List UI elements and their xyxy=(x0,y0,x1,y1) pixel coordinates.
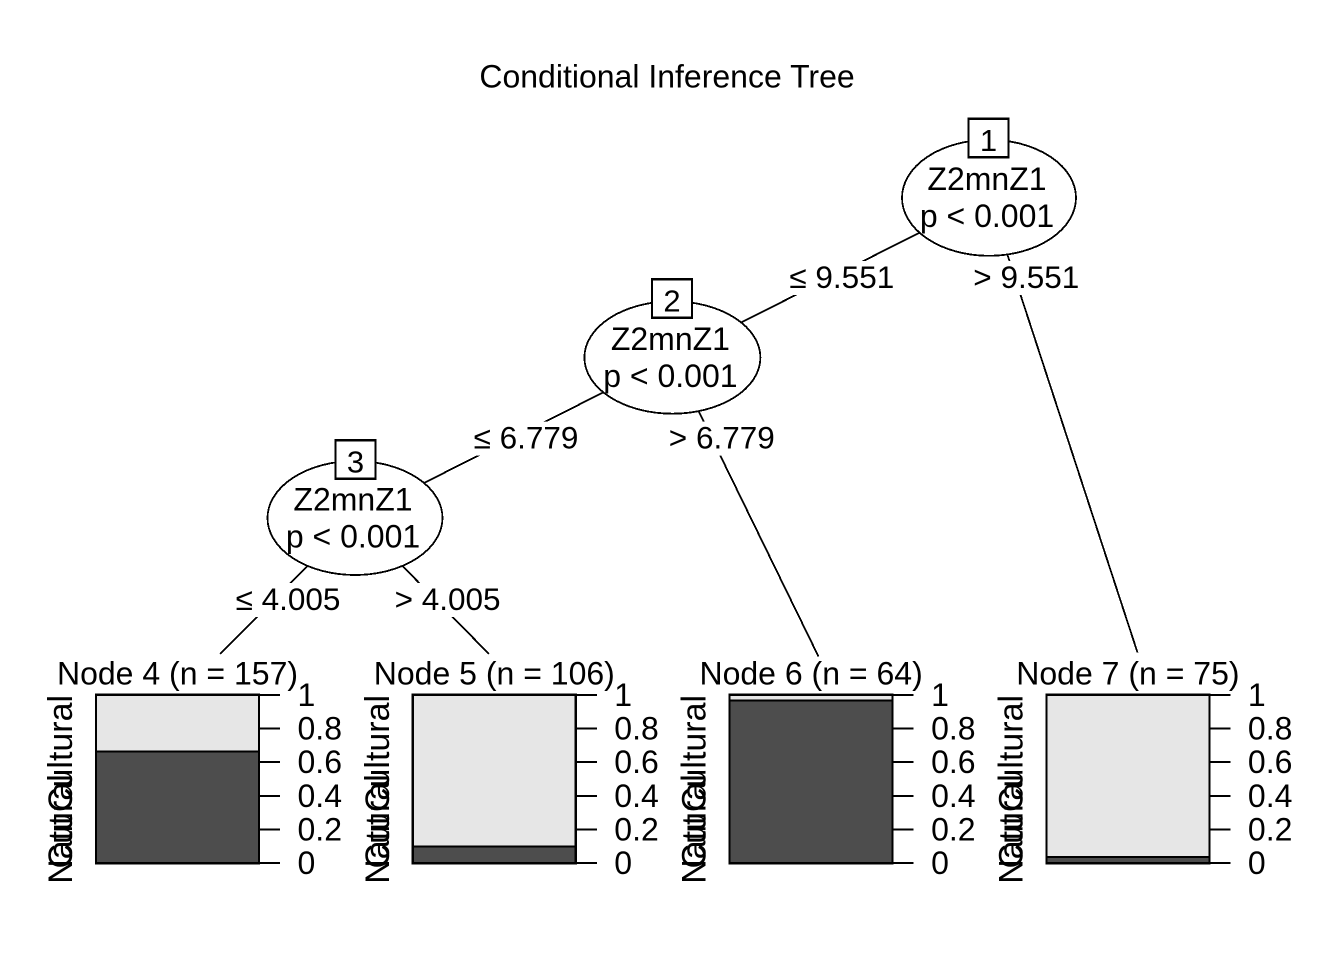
svg-text:Cut: Cut xyxy=(676,815,714,868)
svg-text:p < 0.001: p < 0.001 xyxy=(920,198,1054,234)
svg-text:0.4: 0.4 xyxy=(614,778,658,814)
svg-text:Cut: Cut xyxy=(992,815,1030,868)
svg-text:> 4.005: > 4.005 xyxy=(395,581,501,617)
svg-text:Conditional Inference Tree: Conditional Inference Tree xyxy=(479,59,854,95)
svg-text:> 9.551: > 9.551 xyxy=(973,259,1079,295)
svg-text:0: 0 xyxy=(931,845,949,881)
svg-text:0.4: 0.4 xyxy=(1248,778,1292,814)
svg-text:> 6.779: > 6.779 xyxy=(669,420,775,456)
svg-text:1: 1 xyxy=(298,677,316,713)
svg-text:Natural: Natural xyxy=(992,774,1030,884)
svg-text:0.8: 0.8 xyxy=(298,711,342,747)
svg-text:≤ 9.551: ≤ 9.551 xyxy=(789,259,894,295)
svg-text:p < 0.001: p < 0.001 xyxy=(603,358,737,394)
svg-text:0.4: 0.4 xyxy=(298,778,342,814)
svg-text:≤ 6.779: ≤ 6.779 xyxy=(474,420,579,456)
svg-text:0.2: 0.2 xyxy=(614,812,658,848)
svg-text:Cultural: Cultural xyxy=(992,695,1030,812)
svg-text:0.6: 0.6 xyxy=(1248,744,1292,780)
svg-text:1: 1 xyxy=(980,123,997,158)
svg-text:≤ 4.005: ≤ 4.005 xyxy=(236,581,341,617)
svg-text:3: 3 xyxy=(347,445,364,480)
svg-text:Cut: Cut xyxy=(42,815,80,868)
svg-text:Z2mnZ1: Z2mnZ1 xyxy=(927,161,1046,197)
svg-text:0.6: 0.6 xyxy=(614,744,658,780)
svg-text:Cultural: Cultural xyxy=(42,695,80,812)
svg-text:0.4: 0.4 xyxy=(931,778,975,814)
svg-text:Z2mnZ1: Z2mnZ1 xyxy=(611,321,730,357)
svg-text:0: 0 xyxy=(1248,845,1266,881)
svg-text:1: 1 xyxy=(614,677,632,713)
svg-text:0.2: 0.2 xyxy=(931,812,975,848)
svg-text:0.2: 0.2 xyxy=(1248,812,1292,848)
svg-text:Cut: Cut xyxy=(359,815,397,868)
svg-text:Natural: Natural xyxy=(359,774,397,884)
svg-text:Natural: Natural xyxy=(676,774,714,884)
svg-text:0.8: 0.8 xyxy=(614,711,658,747)
svg-text:1: 1 xyxy=(1248,677,1266,713)
svg-text:Node 5 (n = 106): Node 5 (n = 106) xyxy=(374,656,615,692)
svg-text:0.8: 0.8 xyxy=(931,711,975,747)
svg-text:1: 1 xyxy=(931,677,949,713)
svg-text:Cultural: Cultural xyxy=(676,695,714,812)
svg-text:0: 0 xyxy=(614,845,632,881)
svg-text:p < 0.001: p < 0.001 xyxy=(286,519,420,555)
svg-text:0: 0 xyxy=(298,845,316,881)
svg-text:Z2mnZ1: Z2mnZ1 xyxy=(293,482,412,518)
svg-text:0.6: 0.6 xyxy=(298,744,342,780)
svg-text:2: 2 xyxy=(663,284,680,319)
svg-text:Node 7 (n = 75): Node 7 (n = 75) xyxy=(1016,656,1239,692)
svg-text:0.2: 0.2 xyxy=(298,812,342,848)
svg-text:Cultural: Cultural xyxy=(359,695,397,812)
svg-text:0.8: 0.8 xyxy=(1248,711,1292,747)
svg-text:Node 4 (n = 157): Node 4 (n = 157) xyxy=(57,656,298,692)
svg-text:Node 6 (n = 64): Node 6 (n = 64) xyxy=(699,656,922,692)
svg-text:Natural: Natural xyxy=(42,774,80,884)
svg-text:0.6: 0.6 xyxy=(931,744,975,780)
